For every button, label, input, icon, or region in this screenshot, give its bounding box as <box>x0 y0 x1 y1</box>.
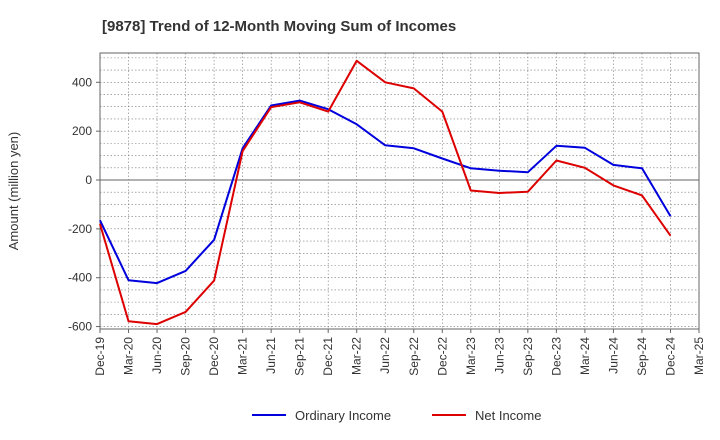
x-tick-label: Dec-21 <box>321 337 335 376</box>
x-tick-label: Jun-22 <box>378 337 392 374</box>
x-tick-label: Mar-20 <box>122 337 136 375</box>
series-line-ordinary-income <box>99 99 672 285</box>
x-tick-label: Mar-22 <box>350 337 364 375</box>
x-tick-label: Mar-23 <box>464 337 478 375</box>
x-axis-ticks: Dec-19 Mar-20 Jun-20 Sep-20 Dec-20 Mar-21 Jun-… <box>93 329 706 376</box>
x-tick-label: Mar-21 <box>236 337 250 375</box>
plot-area <box>99 52 700 330</box>
x-tick-label: Dec-24 <box>663 337 677 376</box>
x-tick-label: Sep-23 <box>521 337 535 376</box>
legend-label-net-income: Net Income <box>475 408 541 423</box>
legend: Ordinary Income Net Income <box>252 408 541 423</box>
x-tick-label: Dec-23 <box>549 337 563 376</box>
y-tick-label: -200 <box>68 222 92 236</box>
x-tick-label: Jun-24 <box>606 337 620 374</box>
x-tick-label: Sep-21 <box>293 337 307 376</box>
x-tick-label: Sep-20 <box>179 337 193 376</box>
x-tick-label: Sep-24 <box>635 337 649 376</box>
y-axis-label: Amount (million yen) <box>6 132 21 251</box>
x-tick-label: Dec-22 <box>435 337 449 376</box>
series-line-net-income <box>99 59 672 326</box>
x-tick-label: Mar-25 <box>692 337 706 375</box>
chart-title: [9878] Trend of 12-Month Moving Sum of I… <box>102 18 456 35</box>
x-tick-label: Dec-19 <box>93 337 107 376</box>
y-tick-label: -400 <box>68 271 92 285</box>
x-tick-label: Jun-21 <box>264 337 278 374</box>
x-tick-label: Mar-24 <box>578 337 592 375</box>
x-tick-label: Jun-20 <box>150 337 164 374</box>
y-tick-label: 200 <box>72 124 92 138</box>
y-tick-label: -600 <box>68 320 92 334</box>
legend-label-ordinary-income: Ordinary Income <box>295 408 391 423</box>
y-tick-label: 400 <box>72 75 92 89</box>
x-tick-label: Sep-22 <box>407 337 421 376</box>
x-tick-label: Jun-23 <box>492 337 506 374</box>
y-tick-label: 0 <box>85 173 92 187</box>
grid <box>100 53 699 329</box>
x-tick-label: Dec-20 <box>207 337 221 376</box>
y-axis-ticks: -600 -400 -200 0 200 400 <box>68 75 100 334</box>
series-lines <box>99 59 672 326</box>
